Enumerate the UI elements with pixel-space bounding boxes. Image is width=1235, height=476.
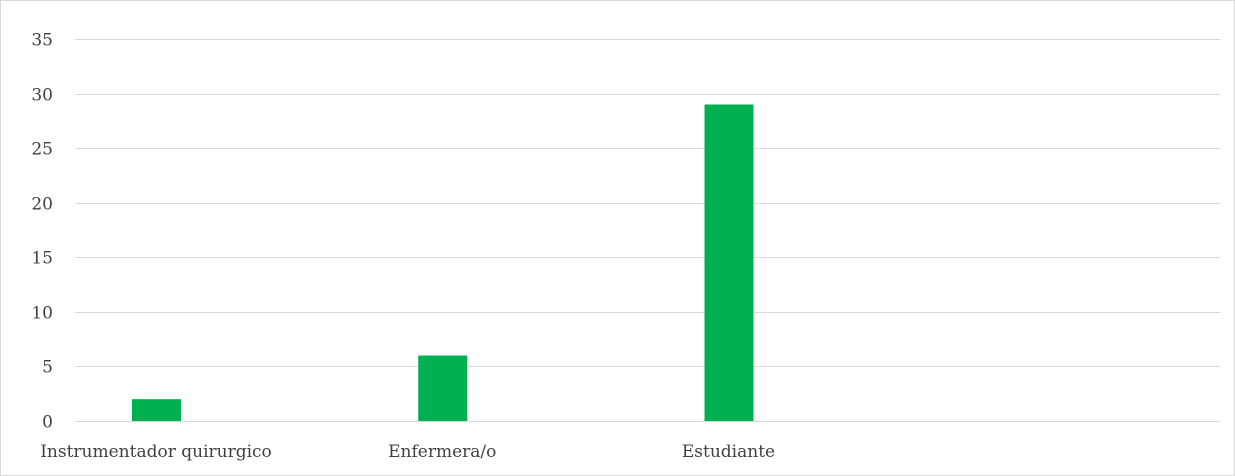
y-tick-label: 10 (31, 304, 53, 324)
y-tick-label: 5 (42, 358, 53, 378)
x-category-label: Instrumentador quirurgico (40, 442, 272, 462)
y-tick-label: 15 (31, 249, 53, 269)
y-tick-label: 35 (31, 31, 53, 51)
x-category-label: Estudiante (682, 442, 775, 462)
bar-estudiante (704, 104, 754, 421)
bars (132, 104, 754, 421)
y-tick-label: 25 (31, 140, 53, 160)
x-axis-categories: Instrumentador quirurgico Enfermera/o Estu… (40, 442, 775, 462)
y-tick-label: 0 (42, 413, 53, 433)
y-tick-label: 30 (31, 86, 53, 106)
gridlines (75, 39, 1220, 422)
y-axis-ticks: 0 5 10 15 20 25 30 35 (31, 31, 53, 433)
bar-instrumentador-quirurgico (132, 399, 181, 421)
bar-enfermera-o (418, 355, 468, 421)
x-category-label: Enfermera/o (388, 442, 496, 462)
y-tick-label: 20 (31, 195, 53, 215)
